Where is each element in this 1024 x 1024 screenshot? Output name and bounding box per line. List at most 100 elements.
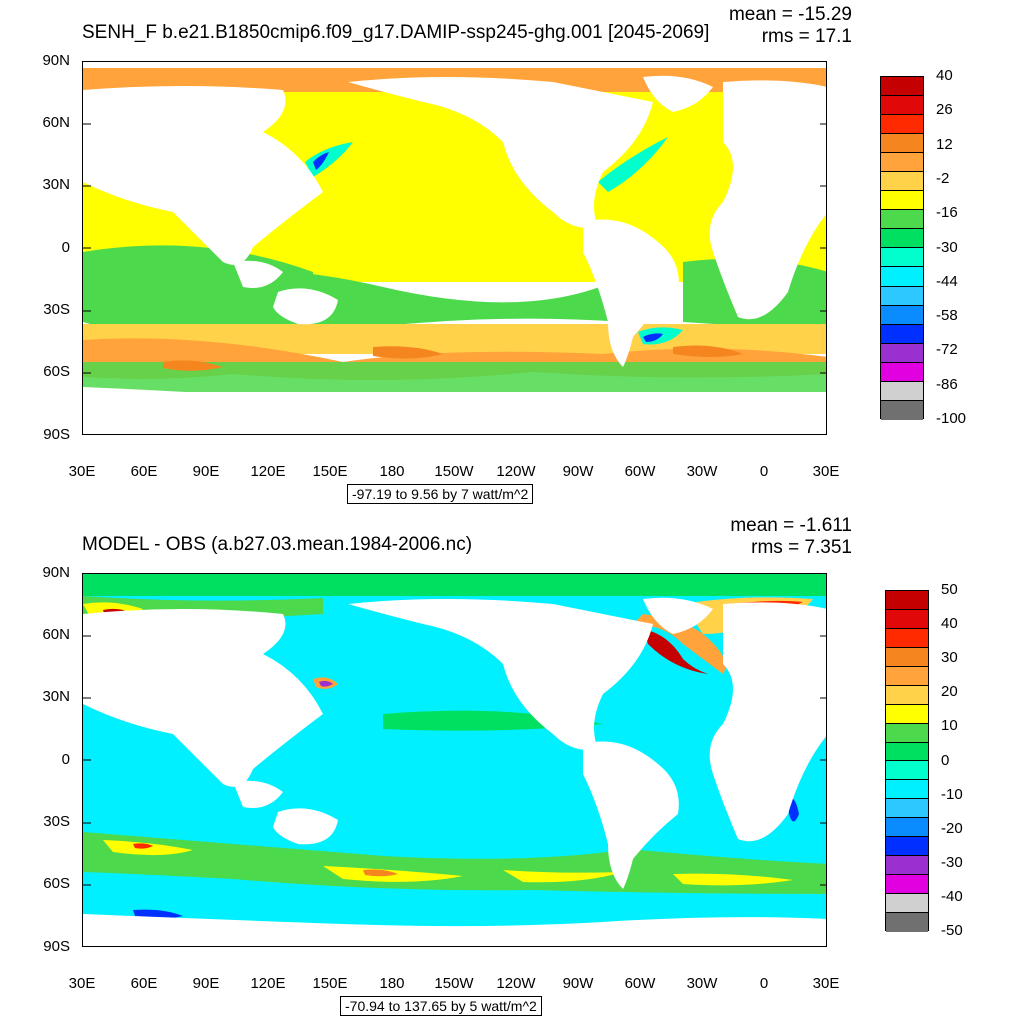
colorbar-swatch bbox=[886, 723, 928, 743]
map-tick-marks bbox=[83, 635, 826, 886]
lat-tick-label: 90N bbox=[42, 564, 70, 581]
colorbar-swatch bbox=[881, 134, 923, 154]
colorbar-label: -16 bbox=[936, 204, 958, 222]
map-title: MODEL - OBS (a.b27.03.mean.1984-2006.nc) bbox=[82, 534, 473, 555]
colorbar-swatch bbox=[886, 856, 928, 876]
lon-tick-label: 30E bbox=[68, 975, 96, 992]
lon-tick-label: 30W bbox=[686, 463, 718, 480]
colorbar-label: 26 bbox=[936, 101, 953, 119]
lon-tick-label: 90W bbox=[562, 975, 594, 992]
lat-tick-label: 30S bbox=[43, 301, 70, 318]
colorbar-swatch bbox=[886, 761, 928, 781]
lon-tick-label: 60W bbox=[624, 975, 656, 992]
lat-tick-label: 30N bbox=[42, 176, 70, 193]
colorbar-swatch bbox=[881, 229, 923, 249]
top-map-panel: SENH_F b.e21.B1850cmip6.f09_g17.DAMIP-ss… bbox=[42, 4, 967, 504]
map-title: SENH_F b.e21.B1850cmip6.f09_g17.DAMIP-ss… bbox=[82, 22, 710, 43]
colorbar-swatch bbox=[886, 875, 928, 894]
lon-tick-label: 90W bbox=[562, 463, 594, 480]
lon-tick-label: 180 bbox=[379, 975, 405, 992]
lat-tick-label: 90S bbox=[43, 938, 70, 955]
colorbar-swatch bbox=[881, 172, 923, 192]
map-plot-area bbox=[82, 573, 827, 947]
colorbar-label: 30 bbox=[941, 649, 958, 667]
colorbar-label: -58 bbox=[936, 307, 958, 325]
lon-tick-label: 90E bbox=[192, 975, 220, 992]
mean-label: mean = -15.29 bbox=[728, 4, 852, 25]
lon-tick-label: 120E bbox=[250, 975, 286, 992]
colorbar-swatch bbox=[881, 324, 923, 344]
colorbar-label: -10 bbox=[941, 785, 963, 803]
colorbar-label: -30 bbox=[936, 238, 958, 256]
lon-tick-label: 0 bbox=[759, 463, 769, 480]
colorbar-swatch bbox=[886, 591, 928, 610]
colorbar-swatch bbox=[881, 191, 923, 211]
lon-tick-label: 60W bbox=[624, 463, 656, 480]
lon-tick-label: 30W bbox=[686, 975, 718, 992]
colorbar bbox=[885, 590, 929, 932]
colorbar-label: -100 bbox=[936, 410, 967, 427]
colorbar-swatch bbox=[886, 609, 928, 629]
lon-tick-label: 120W bbox=[496, 975, 536, 992]
colorbar-label: -44 bbox=[936, 272, 958, 290]
colorbar-swatch bbox=[886, 912, 928, 932]
rms-label: rms = 17.1 bbox=[761, 26, 852, 47]
colorbar-swatch bbox=[886, 628, 928, 648]
lat-tick-label: 60S bbox=[43, 363, 70, 380]
colorbar-swatch bbox=[881, 343, 923, 363]
colorbar-swatch bbox=[881, 381, 923, 401]
colorbar-label: 20 bbox=[941, 683, 958, 701]
lon-tick-label: 120E bbox=[250, 463, 286, 480]
colorbar-swatch bbox=[886, 704, 928, 724]
mean-label: mean = -1.611 bbox=[730, 515, 852, 536]
colorbar-label: 12 bbox=[936, 135, 953, 153]
map-tick-marks bbox=[83, 123, 826, 374]
lat-tick-label: 90N bbox=[42, 52, 70, 69]
colorbar-label: -50 bbox=[941, 922, 963, 939]
colorbar-label: 0 bbox=[941, 751, 950, 769]
lon-tick-label: 150E bbox=[312, 975, 348, 992]
colorbar-label: -72 bbox=[936, 341, 958, 359]
colorbar-swatch bbox=[881, 96, 923, 116]
lon-tick-label: 180 bbox=[379, 463, 405, 480]
lon-tick-label: 90E bbox=[192, 463, 220, 480]
colorbar-swatch bbox=[886, 799, 928, 819]
lat-tick-label: 30N bbox=[42, 688, 70, 705]
colorbar-swatch bbox=[881, 210, 923, 230]
map-plot-area bbox=[82, 61, 827, 435]
bottom-map-panel: MODEL - OBS (a.b27.03.mean.1984-2006.nc)… bbox=[0, 512, 1024, 1024]
lon-tick-label: 120W bbox=[496, 463, 536, 480]
colorbar-swatch bbox=[886, 780, 928, 800]
colorbar-label: 50 bbox=[941, 581, 958, 598]
lon-tick-label: 30E bbox=[68, 463, 96, 480]
colorbar-swatch bbox=[886, 742, 928, 762]
colorbar-swatch bbox=[881, 77, 923, 97]
rms-label: rms = 7.351 bbox=[751, 537, 852, 558]
lat-tick-label: 90S bbox=[43, 426, 70, 443]
lon-tick-label: 30E bbox=[812, 463, 840, 480]
colorbar-label: -30 bbox=[941, 853, 963, 871]
colorbar-label: 10 bbox=[941, 717, 958, 735]
colorbar-swatch bbox=[886, 837, 928, 857]
lat-tick-label: 0 bbox=[61, 239, 70, 256]
contour-range-label: -97.19 to 9.56 by 7 watt/m^2 bbox=[347, 484, 534, 504]
lon-tick-label: 150W bbox=[434, 463, 474, 480]
lat-tick-label: 30S bbox=[43, 813, 70, 830]
colorbar-swatch bbox=[886, 666, 928, 686]
colorbar-label: -86 bbox=[936, 375, 958, 393]
colorbar-label: 40 bbox=[941, 615, 958, 633]
colorbar-swatch bbox=[886, 818, 928, 838]
colorbar-swatch bbox=[881, 362, 923, 382]
lat-tick-label: 0 bbox=[61, 751, 70, 768]
lat-tick-label: 60N bbox=[42, 626, 70, 643]
colorbar bbox=[880, 76, 924, 420]
map-field bbox=[83, 574, 826, 946]
colorbar-swatch bbox=[881, 115, 923, 135]
lat-tick-label: 60N bbox=[42, 114, 70, 131]
colorbar-label: -40 bbox=[941, 887, 963, 905]
colorbar-swatch bbox=[881, 267, 923, 287]
map-field bbox=[83, 62, 826, 434]
colorbar-swatch bbox=[881, 248, 923, 268]
colorbar-label: -2 bbox=[936, 169, 950, 187]
colorbar-swatch bbox=[881, 400, 923, 420]
